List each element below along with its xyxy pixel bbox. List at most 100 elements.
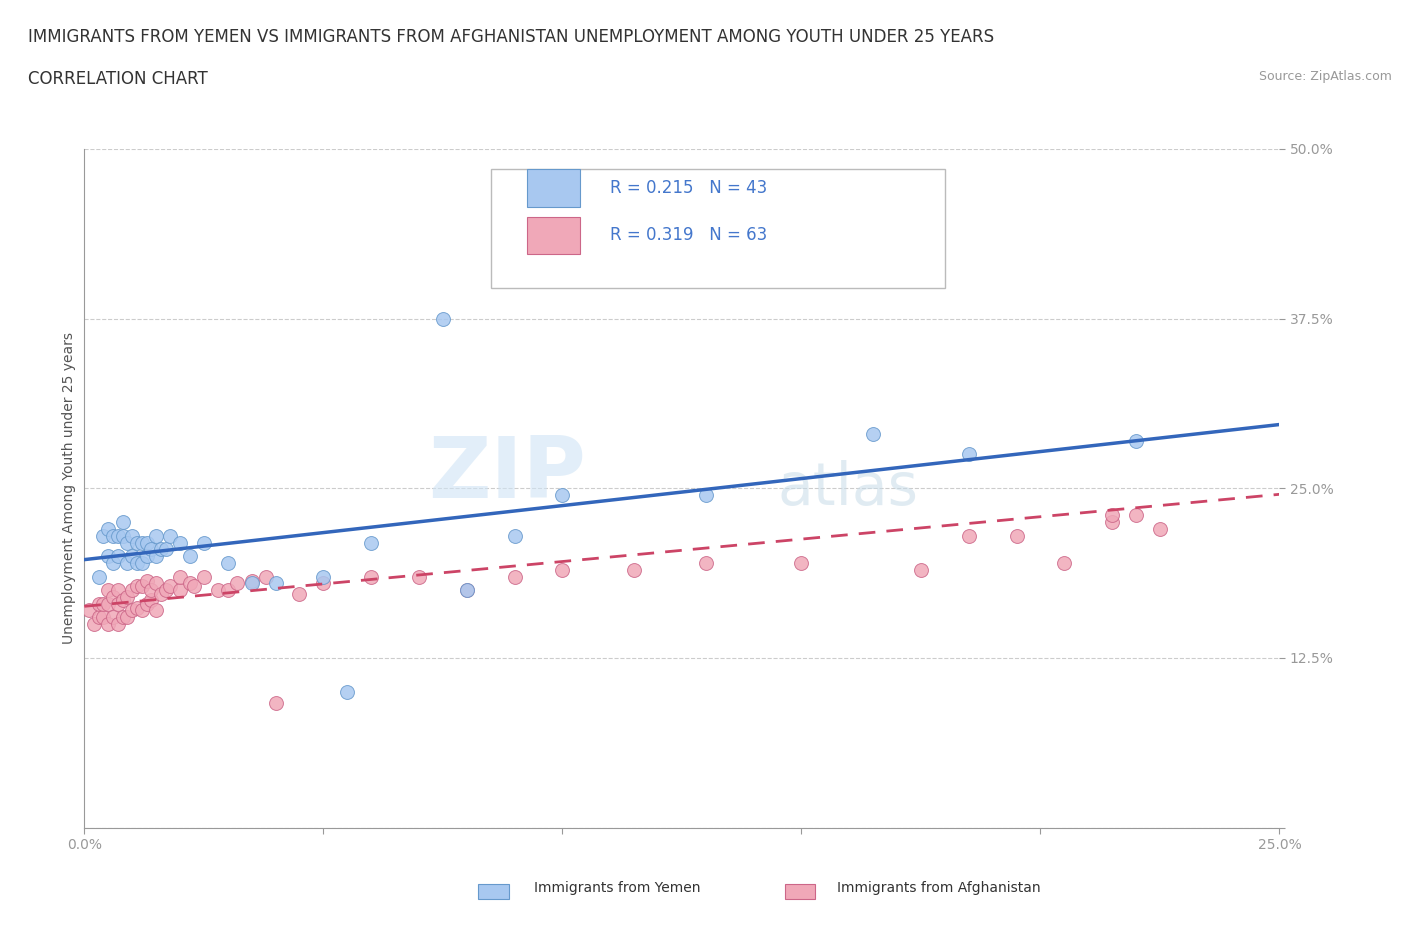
- Point: [456, 582, 478, 598]
- Text: Immigrants from Yemen: Immigrants from Yemen: [534, 881, 700, 896]
- Text: Source: ZipAtlas.com: Source: ZipAtlas.com: [1258, 70, 1392, 83]
- Point: [87, 569, 110, 584]
- Point: [695, 555, 717, 570]
- Point: [101, 528, 124, 543]
- Point: [121, 582, 143, 598]
- Point: [159, 528, 181, 543]
- Point: [97, 617, 120, 631]
- Point: [135, 549, 157, 564]
- Point: [360, 569, 382, 584]
- Point: [623, 563, 645, 578]
- Point: [101, 610, 124, 625]
- Point: [131, 555, 153, 570]
- Bar: [478, 884, 509, 899]
- Point: [1005, 528, 1028, 543]
- Point: [141, 582, 163, 598]
- Point: [288, 587, 311, 602]
- Text: R = 0.215   N = 43: R = 0.215 N = 43: [610, 179, 768, 197]
- Point: [77, 603, 100, 618]
- Point: [111, 515, 134, 530]
- Point: [111, 610, 134, 625]
- Point: [145, 528, 167, 543]
- Point: [97, 549, 120, 564]
- Point: [145, 576, 167, 591]
- Point: [145, 549, 167, 564]
- Point: [121, 549, 143, 564]
- Point: [135, 573, 157, 588]
- Point: [111, 592, 134, 607]
- Point: [117, 610, 139, 625]
- Point: [193, 535, 215, 550]
- Point: [264, 696, 287, 711]
- Point: [131, 578, 153, 593]
- Bar: [785, 884, 815, 899]
- Point: [408, 569, 430, 584]
- Bar: [526, 169, 581, 206]
- Point: [101, 590, 124, 604]
- Point: [117, 535, 139, 550]
- Point: [1125, 433, 1147, 448]
- Point: [135, 535, 157, 550]
- Point: [125, 535, 148, 550]
- Point: [169, 582, 191, 598]
- Text: R = 0.319   N = 63: R = 0.319 N = 63: [610, 226, 768, 245]
- Point: [111, 528, 134, 543]
- Point: [87, 596, 110, 611]
- Point: [117, 555, 139, 570]
- Point: [125, 555, 148, 570]
- Point: [93, 610, 115, 625]
- Point: [97, 582, 120, 598]
- Point: [336, 684, 359, 699]
- Point: [97, 596, 120, 611]
- Point: [957, 446, 980, 461]
- Point: [117, 590, 139, 604]
- Point: [360, 535, 382, 550]
- Point: [551, 487, 574, 502]
- Point: [207, 582, 229, 598]
- Point: [1149, 522, 1171, 537]
- Point: [141, 542, 163, 557]
- Point: [93, 528, 115, 543]
- Point: [217, 555, 239, 570]
- Point: [125, 600, 148, 615]
- Point: [121, 528, 143, 543]
- Point: [101, 555, 124, 570]
- Point: [240, 573, 263, 588]
- Point: [226, 576, 249, 591]
- Text: Immigrants from Afghanistan: Immigrants from Afghanistan: [837, 881, 1040, 896]
- Point: [107, 582, 129, 598]
- Point: [264, 576, 287, 591]
- Point: [217, 582, 239, 598]
- Point: [179, 549, 201, 564]
- Point: [312, 576, 335, 591]
- Point: [131, 535, 153, 550]
- Point: [910, 563, 932, 578]
- Point: [183, 578, 205, 593]
- Text: ZIP: ZIP: [429, 433, 586, 516]
- Point: [432, 311, 454, 326]
- Point: [141, 592, 163, 607]
- Point: [107, 596, 129, 611]
- Point: [312, 569, 335, 584]
- Bar: [526, 217, 581, 254]
- Point: [107, 549, 129, 564]
- Point: [87, 610, 110, 625]
- Point: [862, 427, 884, 442]
- Point: [1101, 508, 1123, 523]
- Point: [193, 569, 215, 584]
- Point: [551, 563, 574, 578]
- Point: [97, 522, 120, 537]
- Point: [240, 576, 263, 591]
- Point: [1101, 515, 1123, 530]
- Point: [93, 596, 115, 611]
- Point: [169, 535, 191, 550]
- Point: [155, 582, 177, 598]
- Point: [149, 587, 172, 602]
- Point: [125, 578, 148, 593]
- Point: [135, 596, 157, 611]
- Text: CORRELATION CHART: CORRELATION CHART: [28, 70, 208, 87]
- Point: [957, 528, 980, 543]
- Point: [695, 487, 717, 502]
- Point: [503, 569, 526, 584]
- Point: [155, 542, 177, 557]
